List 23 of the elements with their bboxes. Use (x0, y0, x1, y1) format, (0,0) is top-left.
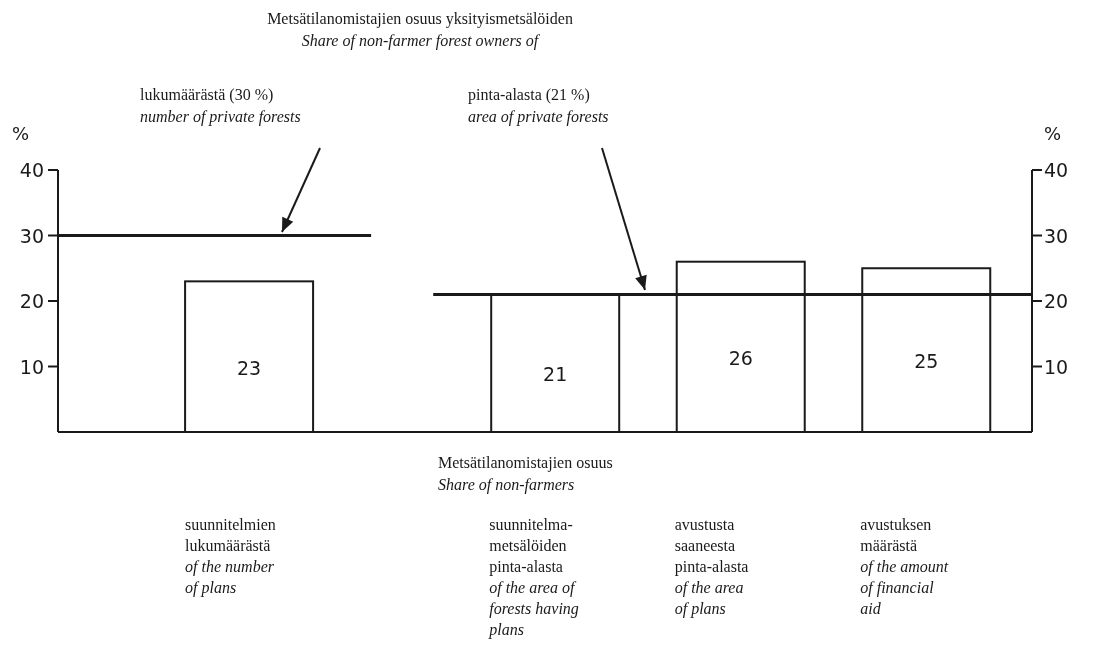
y-tick-label: 40 (19, 159, 44, 181)
y-tick-label: 20 (19, 290, 44, 312)
y-tick-label: 10 (19, 355, 44, 378)
chart-title: Metsätilanomistajien osuus yksityismetsälöiden (267, 10, 573, 28)
y-axis-title: % (12, 123, 30, 144)
text: pinta-alasta (21 %) area of private forests (468, 86, 609, 126)
chart-subtitle: Share of non-farmer forest owners of (301, 32, 541, 50)
data-label: 26 (728, 346, 753, 369)
y2-tick-label: 10 (1044, 355, 1069, 378)
data-label: 21 (543, 363, 568, 386)
y2-tick-label: 40 (1044, 159, 1069, 181)
text: lukumäärästä (30 %) number of private forests (140, 86, 301, 126)
y-tick-label: 30 (19, 224, 44, 247)
y2-axis-title: % (1044, 123, 1062, 144)
x-tick-label: avustusta saaneesta pinta-alasta of the area of plans (674, 516, 749, 618)
y2-tick-label: 20 (1044, 290, 1069, 312)
data-label: 25 (914, 350, 939, 373)
x-tick-label: suunnitelmien lukumäärästä of the number of plans (185, 516, 276, 597)
x-axis-title: Metsätilanomistajien osuus Share of non-farmers (438, 454, 613, 494)
y2-tick-label: 30 (1044, 224, 1069, 247)
data-label: 23 (237, 356, 262, 379)
x-tick-label: suunnitelma- metsälöiden pinta-alasta of the area of forests having plans (488, 516, 579, 639)
x-tick-label: avustuksen määrästä of the amount of financial aid (860, 516, 949, 617)
